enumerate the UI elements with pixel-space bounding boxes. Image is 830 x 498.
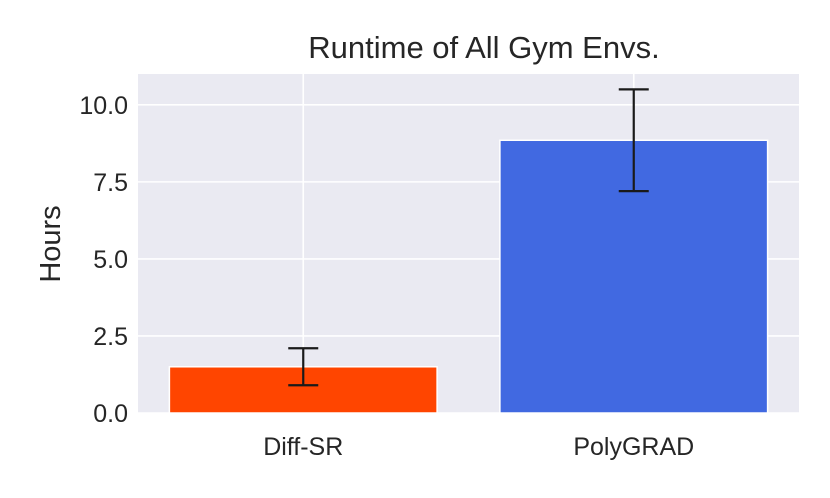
y-tick-label-2: 5.0 — [93, 246, 128, 274]
y-tick-label-0: 0.0 — [93, 400, 128, 428]
error-bars — [288, 88, 649, 387]
y-ticks: 0.0 2.5 5.0 7.5 10.0 — [79, 92, 128, 428]
y-tick-label-3: 7.5 — [93, 169, 128, 197]
y-tick-label-1: 2.5 — [93, 323, 128, 351]
y-tick-label-4: 10.0 — [79, 92, 128, 120]
y-axis-label: Hours — [35, 205, 67, 282]
x-tick-label-1: PolyGRAD — [573, 433, 694, 461]
x-tick-label-0: Diff-SR — [263, 433, 343, 461]
chart-title: Runtime of All Gym Envs. — [308, 30, 659, 65]
x-ticks: Diff-SR PolyGRAD — [263, 433, 694, 461]
